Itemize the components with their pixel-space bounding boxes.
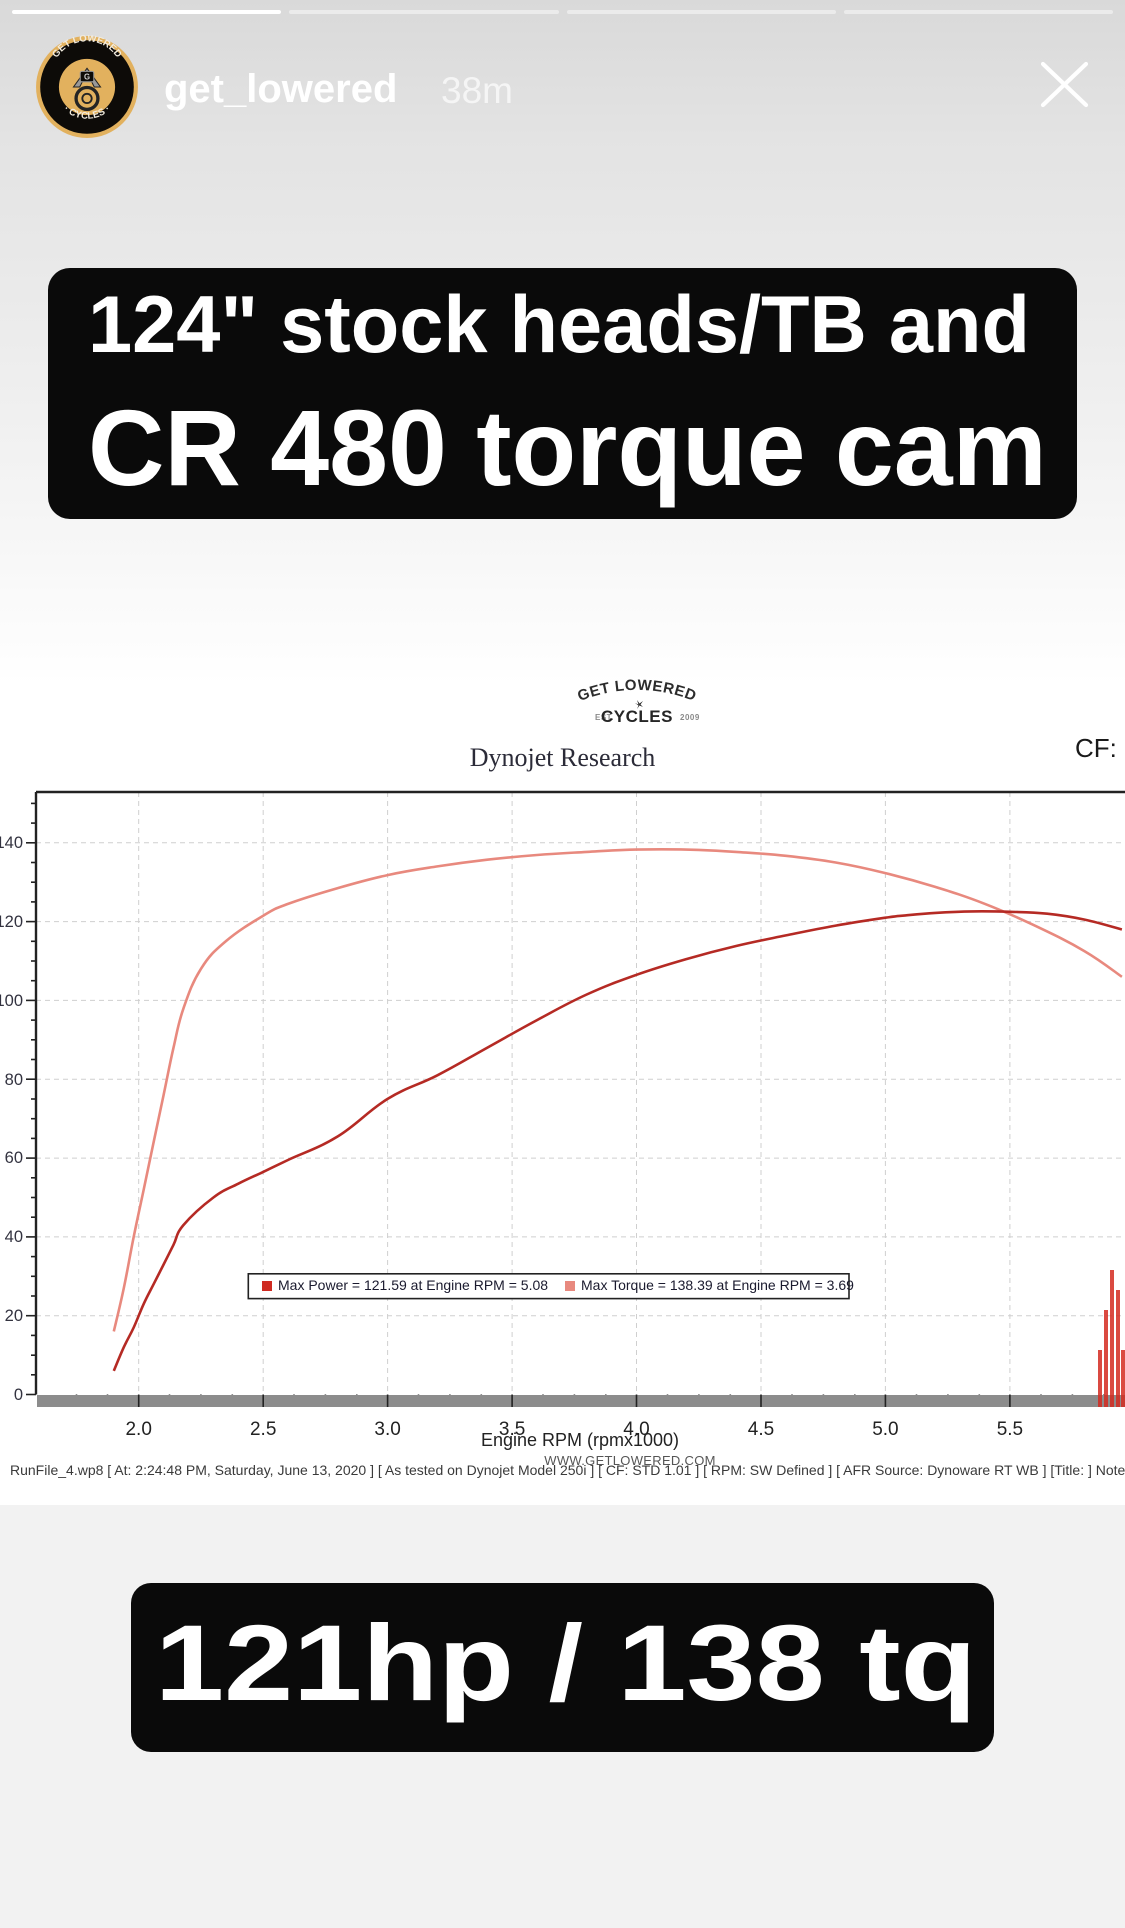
svg-text:Max Power = 121.59 at Engine R: Max Power = 121.59 at Engine RPM = 5.08 xyxy=(278,1277,548,1293)
svg-text:Max Torque = 138.39 at Engine: Max Torque = 138.39 at Engine RPM = 3.69 xyxy=(581,1277,854,1293)
svg-text:2.5: 2.5 xyxy=(250,1419,276,1440)
svg-text:100: 100 xyxy=(0,992,23,1010)
svg-text:80: 80 xyxy=(5,1071,23,1089)
svg-text:60: 60 xyxy=(5,1149,23,1167)
svg-text:2009: 2009 xyxy=(680,713,700,722)
svg-text:20: 20 xyxy=(5,1307,23,1325)
svg-text:3.0: 3.0 xyxy=(374,1419,400,1440)
svg-text:120: 120 xyxy=(0,913,23,931)
svg-text:5.5: 5.5 xyxy=(997,1419,1023,1440)
svg-text:40: 40 xyxy=(5,1228,23,1246)
svg-text:0: 0 xyxy=(14,1386,23,1404)
svg-text:GET LOWERED: GET LOWERED xyxy=(575,677,699,705)
svg-text:140: 140 xyxy=(0,834,23,852)
svg-text:Engine RPM (rpmx1000): Engine RPM (rpmx1000) xyxy=(481,1430,679,1450)
svg-text:5.0: 5.0 xyxy=(872,1419,898,1440)
svg-text:4.5: 4.5 xyxy=(748,1419,774,1440)
svg-text:2.0: 2.0 xyxy=(125,1419,151,1440)
svg-text:G: G xyxy=(84,73,90,82)
svg-text:CYCLES: CYCLES xyxy=(601,707,673,726)
